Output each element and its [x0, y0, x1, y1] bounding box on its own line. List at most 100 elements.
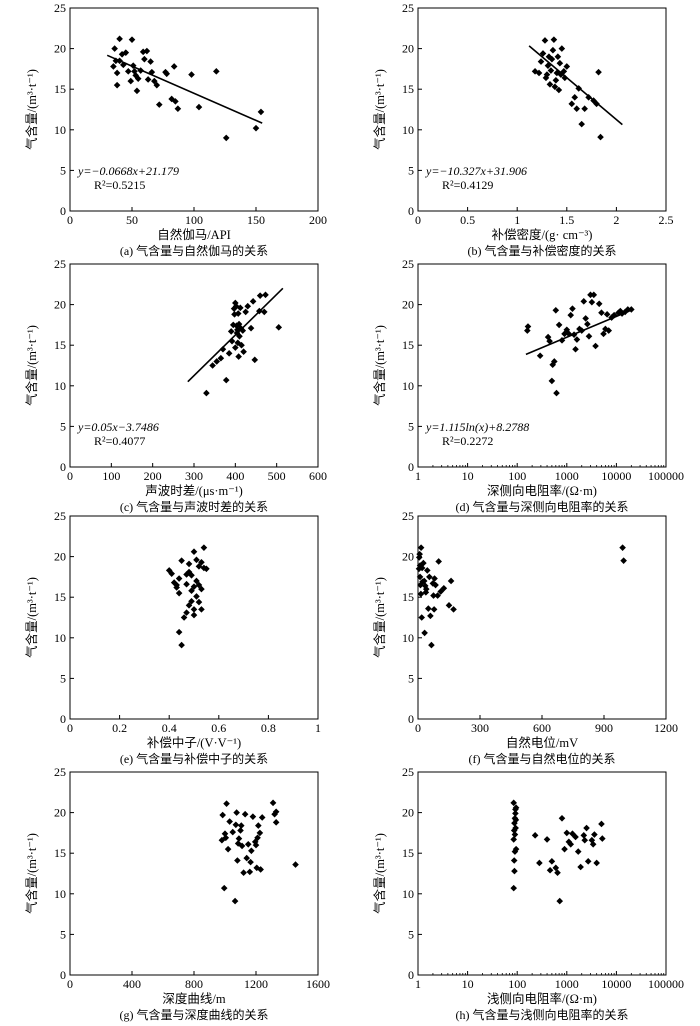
- x-tick-label: 0.5: [460, 213, 475, 227]
- data-point: [172, 98, 179, 105]
- x-tick-label: 0.8: [261, 721, 276, 735]
- data-point: [144, 76, 152, 83]
- data-point: [592, 342, 599, 350]
- data-point: [251, 356, 259, 364]
- data-point: [237, 827, 244, 834]
- data-point: [218, 836, 226, 844]
- data-point: [605, 327, 613, 334]
- data-point: [600, 330, 607, 338]
- x-tick-label: 0: [67, 721, 73, 735]
- x-tick-label: 1600: [306, 977, 330, 991]
- data-point: [229, 321, 237, 329]
- data-point: [415, 554, 423, 561]
- chart-f: 0 5 10 15 20 25 0 300 600 900 1200 自然电位/mV 气含量/(m³·t…: [372, 509, 678, 766]
- data-point: [512, 824, 519, 832]
- fit-r2: R²=0.4077: [94, 434, 145, 448]
- y-tick-label: 10: [54, 887, 66, 901]
- data-point: [237, 822, 245, 829]
- y-tick-label: 25: [402, 765, 414, 779]
- x-tick-label: 1000: [555, 977, 579, 991]
- data-point: [193, 593, 200, 600]
- data-point: [240, 869, 247, 876]
- data-point: [254, 834, 261, 842]
- data-point: [569, 305, 576, 312]
- data-point: [222, 134, 230, 142]
- data-point: [524, 327, 531, 334]
- y-tick-label: 25: [402, 1, 414, 15]
- data-point: [213, 68, 220, 75]
- data-point: [247, 324, 255, 332]
- data-point: [595, 300, 603, 308]
- x-axis-label: 自然伽马/API: [157, 227, 231, 242]
- data-point: [222, 376, 230, 384]
- data-point: [556, 897, 564, 905]
- data-point: [190, 548, 198, 556]
- data-point: [129, 62, 137, 69]
- chart-e: 0 5 10 15 20 25 0 0.2 0.4 0.6 0.8 1 补偿中子/(V·V⁻¹) 气含量/…: [24, 509, 321, 766]
- data-point: [431, 575, 438, 582]
- data-point: [549, 46, 557, 54]
- data-point: [112, 57, 120, 65]
- data-point: [244, 302, 252, 310]
- data-point: [570, 331, 578, 338]
- y-tick-label: 20: [54, 550, 66, 564]
- data-point: [188, 571, 195, 579]
- data-point: [585, 94, 592, 101]
- x-tick-label: 1: [415, 977, 421, 991]
- data-point: [427, 612, 434, 620]
- data-point: [148, 68, 156, 76]
- data-point: [131, 68, 138, 75]
- data-point: [219, 345, 227, 353]
- y-axis-label: 气含量/(m³·t⁻¹): [24, 69, 39, 150]
- data-point: [415, 565, 423, 573]
- data-point: [581, 105, 588, 112]
- data-point: [133, 87, 141, 95]
- data-point: [571, 94, 579, 101]
- data-point: [510, 857, 518, 864]
- data-point: [511, 831, 519, 838]
- data-point: [510, 799, 517, 807]
- y-tick-label: 25: [54, 1, 66, 15]
- data-point: [535, 69, 543, 77]
- y-tick-label: 5: [60, 419, 66, 433]
- y-tick-label: 10: [54, 379, 66, 393]
- data-point: [416, 550, 423, 558]
- y-tick-label: 25: [54, 765, 66, 779]
- data-point: [120, 61, 127, 69]
- data-point: [603, 311, 611, 318]
- x-tick-label: 200: [144, 469, 162, 483]
- chart-d: 0 5 10 15 20 25 1 10 100 1000 10000 100000 深侧向电阻率/(Ω…: [372, 257, 684, 514]
- chart-caption: (a) 气含量与自然伽马的关系: [120, 243, 268, 258]
- data-point: [234, 857, 241, 864]
- y-tick-label: 25: [54, 257, 66, 271]
- data-point: [203, 389, 210, 397]
- data-point: [581, 836, 589, 844]
- x-tick-label: 300: [471, 721, 489, 735]
- data-point: [546, 81, 554, 88]
- data-point: [428, 641, 435, 649]
- x-axis-label: 深侧向电阻率/(Ω·m): [487, 483, 597, 498]
- chart-caption: (d) 气含量与深侧向电阻率的关系: [456, 499, 629, 514]
- data-point: [235, 835, 243, 842]
- trend-line: [528, 45, 623, 126]
- data-point: [244, 840, 252, 848]
- data-point: [222, 834, 230, 842]
- y-tick-label: 0: [60, 460, 66, 474]
- y-tick-label: 0: [60, 712, 66, 726]
- x-tick-label: 100000: [648, 977, 684, 991]
- data-point: [203, 565, 210, 573]
- data-point: [628, 306, 635, 313]
- data-point: [209, 362, 216, 369]
- data-point: [590, 97, 597, 104]
- data-point: [584, 320, 591, 328]
- data-point: [234, 326, 241, 334]
- x-tick-label: 1200: [654, 721, 678, 735]
- data-point: [198, 606, 205, 613]
- data-point: [238, 341, 245, 349]
- data-point: [426, 573, 433, 581]
- x-tick-label: 0: [67, 213, 73, 227]
- data-point: [424, 567, 431, 574]
- data-point: [430, 592, 437, 599]
- data-point: [113, 69, 121, 77]
- y-tick-label: 25: [402, 509, 414, 523]
